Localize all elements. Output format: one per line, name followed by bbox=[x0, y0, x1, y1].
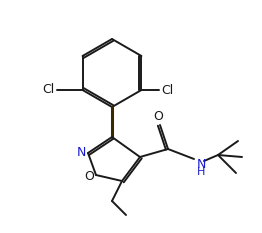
Text: Cl: Cl bbox=[161, 83, 174, 96]
Text: O: O bbox=[153, 110, 163, 123]
Text: H: H bbox=[197, 167, 205, 177]
Text: N: N bbox=[76, 145, 86, 158]
Text: O: O bbox=[84, 169, 94, 182]
Text: Cl: Cl bbox=[42, 83, 54, 96]
Text: N: N bbox=[197, 158, 206, 171]
